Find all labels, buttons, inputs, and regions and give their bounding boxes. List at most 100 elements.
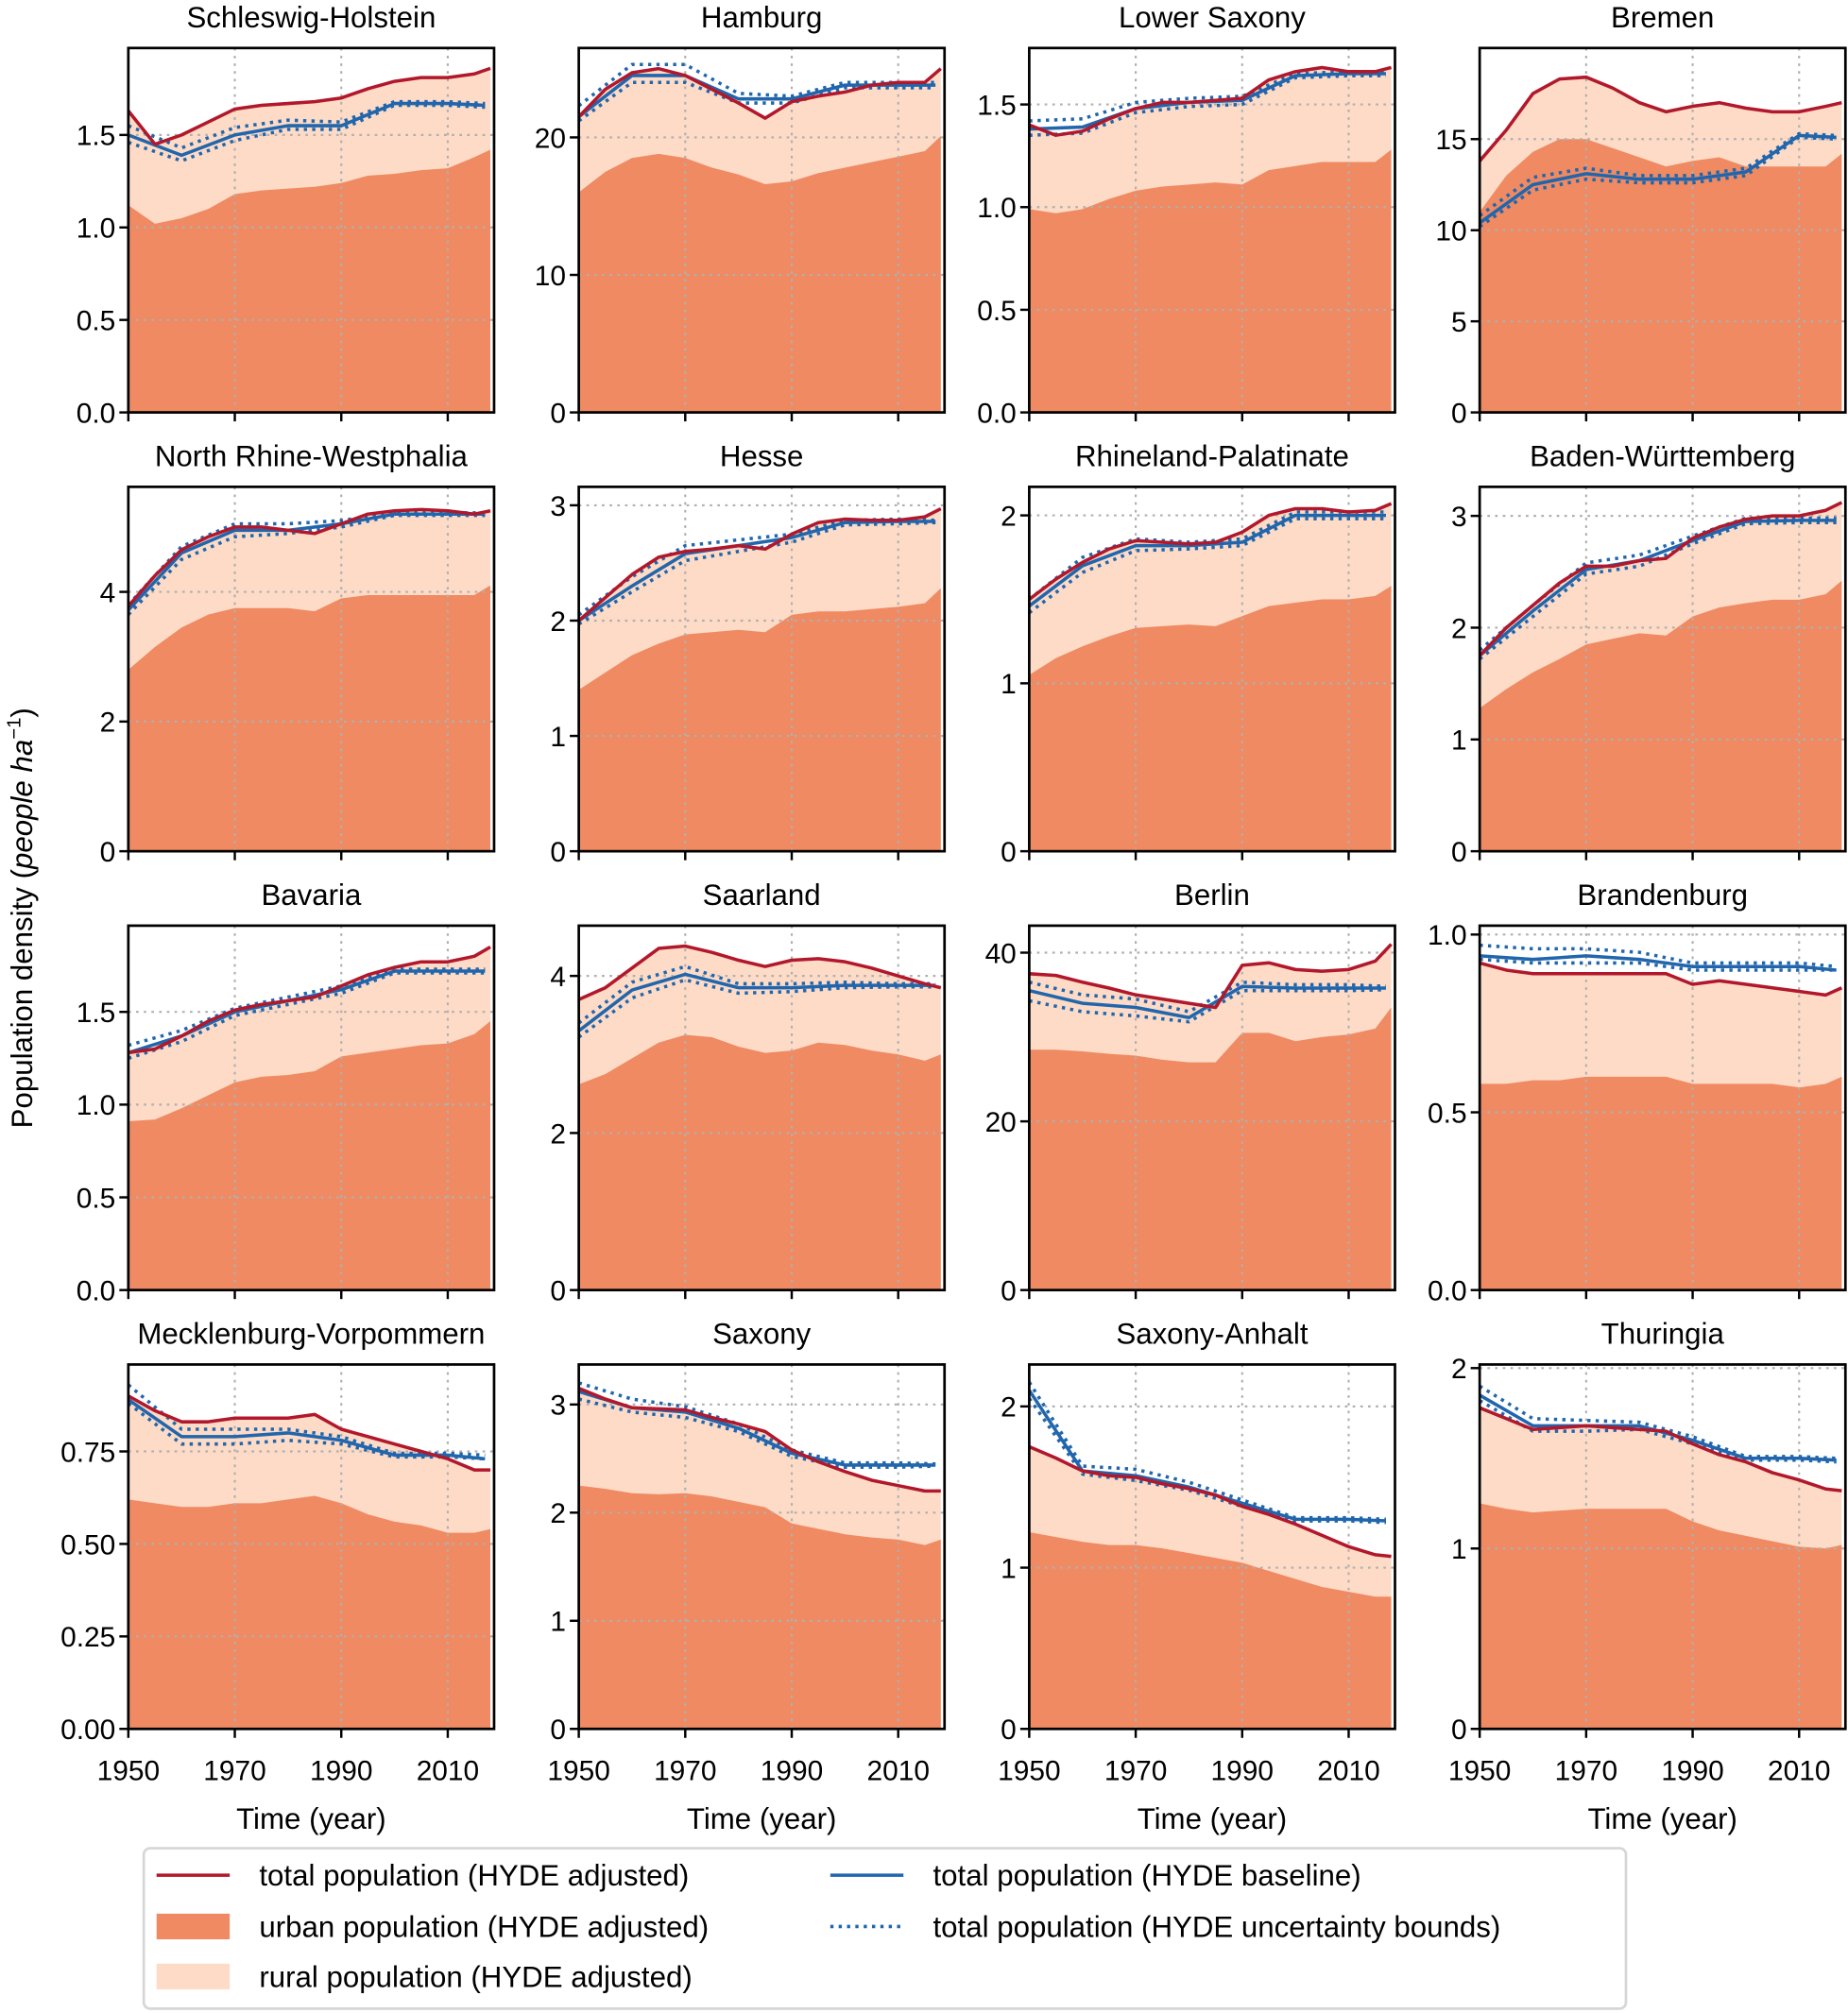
uncertainty-upper-bound-line bbox=[1029, 70, 1386, 123]
axes-frame bbox=[127, 486, 496, 853]
x-tick-label: 1990 bbox=[310, 1756, 372, 1787]
uncertainty-upper-bound-line bbox=[577, 517, 936, 617]
axes-frame bbox=[1028, 1363, 1396, 1731]
y-axis-label-unit: people ha bbox=[6, 740, 39, 870]
x-tick-label: 1990 bbox=[1211, 1756, 1274, 1787]
y-tick-label: 5 bbox=[1451, 307, 1467, 338]
panel-title: Berlin bbox=[1174, 879, 1250, 912]
y-tick-label: 0 bbox=[1451, 837, 1467, 868]
axes-frame bbox=[577, 46, 947, 414]
y-tick-label: 0.0 bbox=[1428, 1276, 1467, 1307]
panel-bremen: Bremen 0 5 10 15 bbox=[1435, 1, 1847, 429]
x-tick-label: 2010 bbox=[1768, 1756, 1830, 1787]
y-tick-label: 15 bbox=[1435, 125, 1466, 156]
panel-lower-saxony: Lower Saxony 0.0 0.5 1.0 1.5 bbox=[977, 1, 1396, 429]
x-tick-label: 2010 bbox=[866, 1756, 929, 1787]
total-population-adjusted-line bbox=[128, 945, 491, 1055]
y-tick-label: 1.0 bbox=[77, 213, 116, 245]
hyde-baseline-line bbox=[1028, 513, 1386, 608]
y-tick-label: 2 bbox=[1451, 613, 1467, 644]
x-tick-label: 1990 bbox=[761, 1756, 823, 1787]
y-tick-label: 0.5 bbox=[977, 296, 1017, 327]
legend: total population (HYDE adjusted) urban po… bbox=[142, 1847, 1628, 2010]
total-population-adjusted-line bbox=[1478, 75, 1842, 162]
urban-population-area bbox=[128, 1021, 491, 1290]
legend-label: total population (HYDE uncertainty bound… bbox=[933, 1910, 1501, 1943]
axes-frame bbox=[1028, 486, 1396, 853]
y-tick-label: 1.0 bbox=[77, 1090, 116, 1121]
y-tick-label: 4 bbox=[550, 962, 566, 993]
y-tick-label: 0.75 bbox=[60, 1437, 115, 1468]
legend-swatch bbox=[156, 1913, 231, 1940]
x-tick-label: 1970 bbox=[1104, 1756, 1167, 1787]
urban-population-area bbox=[128, 149, 491, 413]
panel-title: Hesse bbox=[720, 440, 804, 473]
urban-population-area bbox=[128, 1495, 491, 1730]
y-tick-label: 40 bbox=[985, 938, 1017, 969]
y-tick-label: 1.0 bbox=[1428, 920, 1467, 951]
y-tick-label: 4 bbox=[100, 577, 116, 608]
y-axis-label-text: Population density ( bbox=[6, 868, 39, 1128]
panel-thuringia: Thuringia 0 1 2 1950 1970 1990 2010 Time (year) bbox=[1448, 1318, 1847, 1835]
urban-population-area bbox=[1029, 586, 1392, 852]
uncertainty-lower-bound-line bbox=[1479, 135, 1837, 229]
total-population-adjusted-line bbox=[577, 506, 942, 623]
panel-title: Schleswig-Holstein bbox=[186, 1, 436, 34]
y-tick-label: 0.25 bbox=[60, 1622, 115, 1653]
axes-frame bbox=[127, 46, 496, 414]
total-population-adjusted-line bbox=[1028, 65, 1393, 137]
y-tick-label: 0 bbox=[1451, 1714, 1467, 1746]
legend-label: total population (HYDE baseline) bbox=[933, 1859, 1361, 1892]
x-tick-label: 1950 bbox=[97, 1756, 160, 1787]
panel-title: Lower Saxony bbox=[1119, 1, 1306, 34]
y-tick-label: 1.5 bbox=[77, 998, 116, 1029]
panel-bavaria: Bavaria 0.0 0.5 1.0 1.5 bbox=[77, 879, 496, 1307]
y-tick-label: 0 bbox=[100, 837, 116, 868]
panel-berlin: Berlin 0 20 40 bbox=[985, 879, 1396, 1307]
panel-title: Rhineland-Palatinate bbox=[1075, 440, 1349, 473]
y-tick-label: 0 bbox=[1451, 398, 1467, 429]
uncertainty-lower-bound-line bbox=[1027, 1397, 1387, 1525]
hyde-baseline-line bbox=[127, 512, 486, 611]
urban-population-area bbox=[578, 135, 941, 413]
panel-title: North Rhine-Westphalia bbox=[155, 440, 469, 473]
total-population-adjusted-line bbox=[1028, 1444, 1392, 1559]
hyde-baseline-line bbox=[1479, 133, 1837, 225]
y-tick-label: 2 bbox=[1451, 1354, 1467, 1385]
y-tick-label: 0 bbox=[550, 1276, 566, 1307]
y-tick-label: 0 bbox=[550, 1714, 566, 1746]
y-tick-label: 0 bbox=[1001, 1714, 1017, 1746]
panel-saxony: Saxony 0 1 2 3 1950 1970 1990 2010 Time (year) bbox=[547, 1318, 947, 1835]
axes-frame bbox=[1028, 46, 1396, 414]
uncertainty-upper-bound-line bbox=[577, 964, 936, 1025]
panel-schleswig-holstein: Schleswig-Holstein 0.0 0.5 1.0 1.5 bbox=[77, 1, 496, 429]
panel-north-rhine-westphalia: North Rhine-Westphalia 0 2 4 bbox=[100, 440, 496, 868]
hyde-baseline-line bbox=[128, 101, 486, 158]
y-tick-label: 1.0 bbox=[977, 193, 1017, 224]
y-tick-label: 1 bbox=[550, 1607, 566, 1638]
total-population-adjusted-line bbox=[577, 944, 942, 1001]
legend-swatch bbox=[156, 1963, 231, 1989]
y-tick-label: 10 bbox=[1435, 216, 1466, 247]
y-tick-label: 1.5 bbox=[977, 90, 1017, 121]
hyde-baseline-line bbox=[577, 74, 936, 119]
panel-title: Bavaria bbox=[261, 879, 362, 912]
hyde-baseline-line bbox=[1480, 954, 1837, 972]
y-tick-label: 3 bbox=[1451, 502, 1467, 533]
y-tick-label: 0 bbox=[550, 398, 566, 429]
total-population-adjusted-line bbox=[1028, 502, 1393, 601]
axes-frame bbox=[1478, 1363, 1847, 1731]
x-tick-label: 1950 bbox=[547, 1756, 609, 1787]
y-tick-label: 0 bbox=[550, 837, 566, 868]
y-axis-label: Population density (people ha−1) bbox=[5, 708, 39, 1128]
axes-frame bbox=[577, 486, 947, 853]
urban-population-area bbox=[1480, 580, 1842, 852]
uncertainty-lower-bound-line bbox=[1028, 517, 1386, 615]
uncertainty-lower-bound-line bbox=[128, 103, 486, 163]
panel-saarland: Saarland 0 2 4 bbox=[550, 879, 947, 1307]
y-tick-label: 2 bbox=[550, 1498, 566, 1529]
axes-frame bbox=[577, 1363, 947, 1731]
legend-label: total population (HYDE adjusted) bbox=[259, 1859, 689, 1892]
y-tick-label: 0.50 bbox=[60, 1529, 115, 1561]
y-axis-label-exponent: −1 bbox=[5, 718, 26, 740]
